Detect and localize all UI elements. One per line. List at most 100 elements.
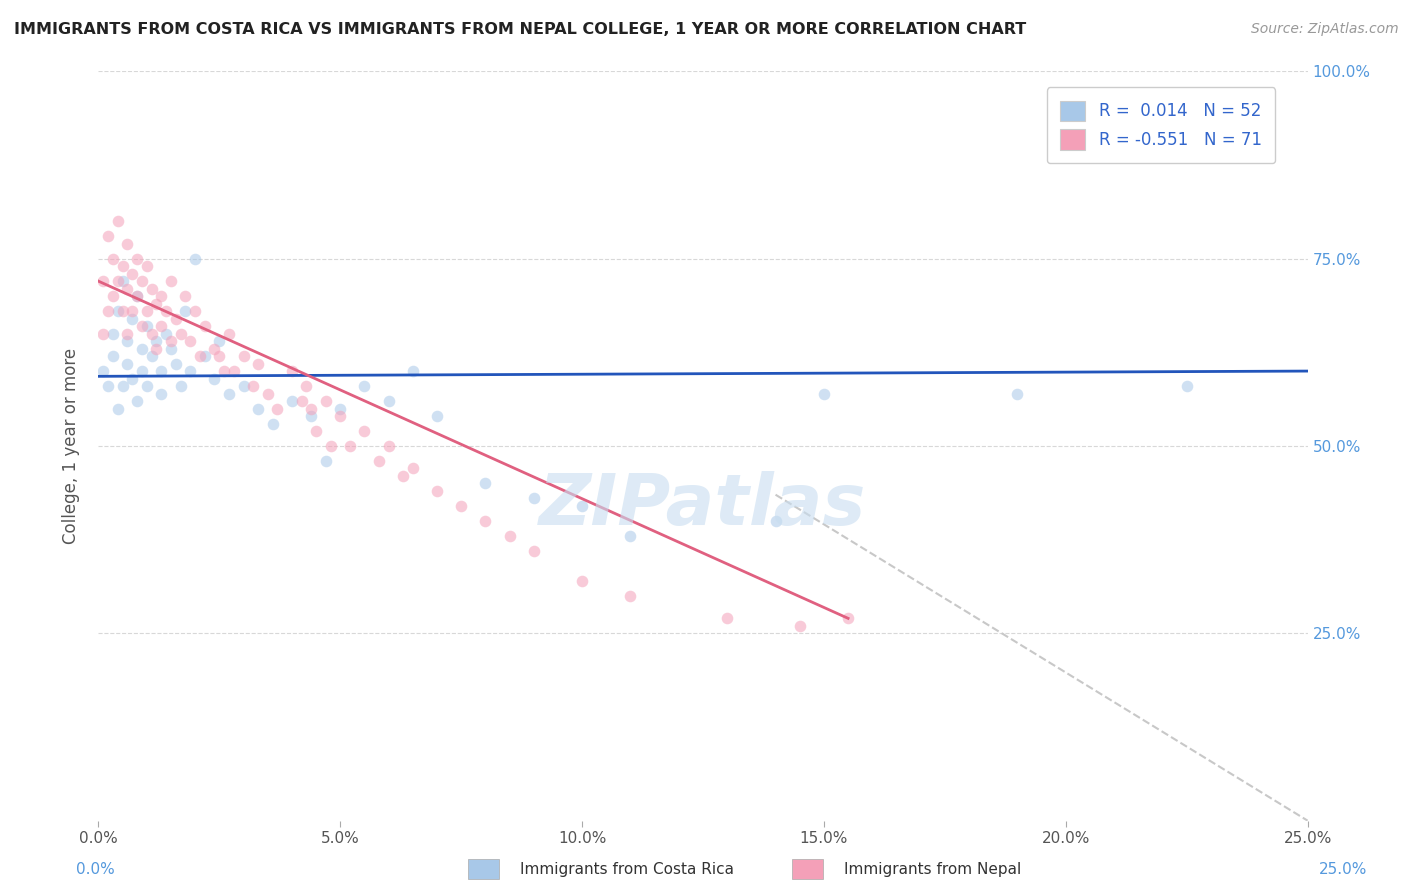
Point — [353, 379, 375, 393]
Point — [450, 499, 472, 513]
Text: ZIPatlas: ZIPatlas — [540, 472, 866, 541]
Point — [160, 342, 183, 356]
Point — [315, 394, 337, 409]
Point — [101, 326, 124, 341]
Point — [127, 394, 149, 409]
Point — [150, 319, 173, 334]
Point — [247, 357, 270, 371]
Point — [150, 364, 173, 378]
Point — [247, 401, 270, 416]
Point — [135, 259, 157, 273]
Point — [295, 379, 318, 393]
Point — [222, 364, 245, 378]
Point — [91, 326, 114, 341]
Point — [101, 289, 124, 303]
Point — [218, 386, 240, 401]
Point — [184, 252, 207, 266]
Point — [97, 229, 120, 244]
Point — [281, 394, 304, 409]
Point — [150, 386, 173, 401]
Point — [392, 469, 415, 483]
Point — [135, 304, 157, 318]
Point — [315, 454, 337, 468]
Point — [160, 334, 183, 348]
Point — [329, 401, 352, 416]
Point — [155, 304, 177, 318]
Point — [121, 304, 143, 318]
Point — [208, 334, 231, 348]
Point — [329, 409, 352, 423]
Point — [619, 529, 641, 543]
Point — [281, 364, 304, 378]
Point — [127, 289, 149, 303]
Point — [101, 252, 124, 266]
Point — [174, 289, 197, 303]
Point — [145, 334, 167, 348]
Point — [107, 304, 129, 318]
Point — [212, 364, 235, 378]
Text: 25.0%: 25.0% — [1319, 863, 1367, 877]
Point — [523, 544, 546, 558]
Point — [402, 364, 425, 378]
Point — [232, 349, 254, 363]
Y-axis label: College, 1 year or more: College, 1 year or more — [62, 348, 80, 544]
Point — [426, 483, 449, 498]
Point — [402, 461, 425, 475]
Point — [169, 379, 191, 393]
Point — [117, 334, 139, 348]
Point — [179, 364, 201, 378]
Point — [299, 409, 322, 423]
Point — [155, 326, 177, 341]
Point — [127, 252, 149, 266]
Point — [107, 274, 129, 288]
Point — [368, 454, 391, 468]
Point — [91, 274, 114, 288]
Point — [262, 417, 284, 431]
Point — [107, 401, 129, 416]
Point — [837, 611, 859, 625]
Point — [107, 214, 129, 228]
Point — [523, 491, 546, 506]
Point — [377, 439, 399, 453]
Text: 0.0%: 0.0% — [76, 863, 115, 877]
Point — [135, 379, 157, 393]
Point — [716, 611, 738, 625]
Point — [169, 326, 191, 341]
Point — [145, 296, 167, 310]
Point — [121, 267, 143, 281]
Point — [111, 304, 134, 318]
Point — [353, 424, 375, 438]
Point — [97, 304, 120, 318]
Point — [299, 401, 322, 416]
Point — [117, 357, 139, 371]
Point — [121, 311, 143, 326]
Text: IMMIGRANTS FROM COSTA RICA VS IMMIGRANTS FROM NEPAL COLLEGE, 1 YEAR OR MORE CORR: IMMIGRANTS FROM COSTA RICA VS IMMIGRANTS… — [14, 22, 1026, 37]
Point — [141, 282, 163, 296]
Point — [117, 236, 139, 251]
Point — [111, 259, 134, 273]
Point — [194, 319, 217, 334]
Text: Immigrants from Nepal: Immigrants from Nepal — [844, 863, 1021, 877]
Point — [1007, 386, 1029, 401]
Point — [619, 589, 641, 603]
Point — [127, 289, 149, 303]
Point — [204, 342, 226, 356]
Point — [571, 574, 593, 588]
Point — [813, 386, 835, 401]
Point — [91, 364, 114, 378]
Point — [266, 401, 288, 416]
Point — [101, 349, 124, 363]
Point — [242, 379, 264, 393]
Point — [150, 289, 173, 303]
Text: Source: ZipAtlas.com: Source: ZipAtlas.com — [1251, 22, 1399, 37]
Point — [131, 342, 153, 356]
Point — [426, 409, 449, 423]
Point — [135, 319, 157, 334]
Point — [165, 311, 187, 326]
Point — [305, 424, 328, 438]
Point — [111, 379, 134, 393]
Point — [765, 514, 787, 528]
Point — [339, 439, 361, 453]
Point — [208, 349, 231, 363]
Point — [184, 304, 207, 318]
